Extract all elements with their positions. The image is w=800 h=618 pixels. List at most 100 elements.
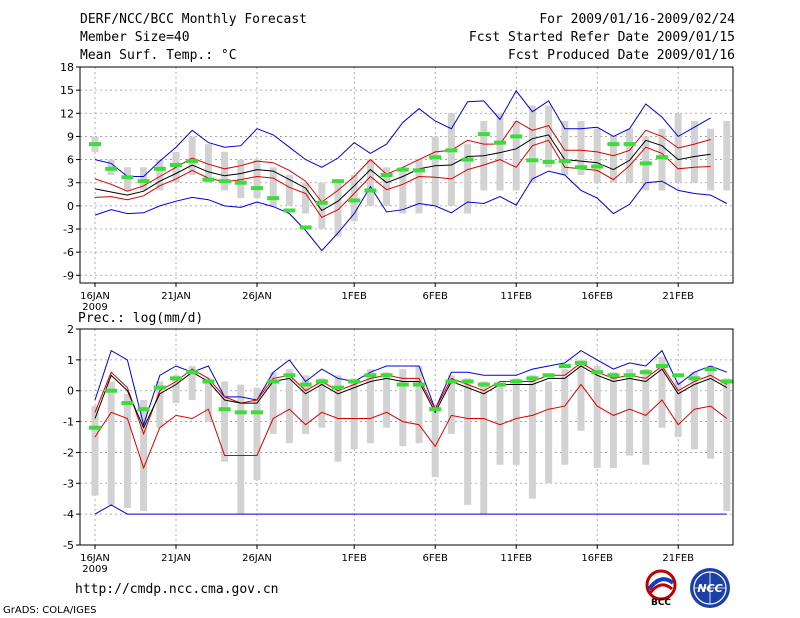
temp-ytick-label: -3 [63, 223, 74, 236]
temp-spread-box [269, 167, 277, 206]
temp-obs-marker [607, 142, 620, 147]
prec-obs-marker [461, 379, 474, 384]
temp-spread-box [366, 159, 374, 206]
prec-obs-marker [639, 370, 652, 375]
temp-line-mean [94, 134, 711, 212]
temp-spread-box [528, 105, 536, 183]
temp-obs-marker [461, 157, 474, 162]
start-date: Fcst Started Refer Date 2009/01/15 [468, 30, 735, 45]
prec-spread-box [658, 356, 666, 428]
temp-spread-box [188, 136, 196, 175]
prec-spread-box [626, 369, 634, 456]
temp-obs-marker [445, 148, 458, 153]
temp-obs-marker [315, 200, 328, 205]
temp-line-min [94, 90, 711, 177]
temp-obs-marker [477, 132, 490, 137]
prec-obs-marker [267, 379, 280, 384]
prec-obs-marker [672, 373, 685, 378]
prec-spread-box [642, 369, 650, 465]
grads-credit: GrADS: COLA/IGES [3, 605, 97, 616]
prec-obs-marker [89, 425, 101, 430]
variable-label: Mean Surf. Temp.: °C [80, 48, 237, 63]
prec-obs-marker [607, 373, 620, 378]
temp-obs-marker [413, 168, 425, 173]
source-url[interactable]: http://cmdp.ncc.cma.gov.cn [75, 582, 279, 597]
prec-obs-marker [283, 373, 296, 378]
temp-spread-box [350, 175, 358, 222]
prec-obs-marker [364, 373, 377, 378]
prec-obs-marker [121, 401, 134, 406]
temp-obs-marker [251, 186, 263, 191]
temp-obs-marker [510, 134, 523, 139]
temp-ytick-label: 12 [60, 107, 74, 120]
prec-xtick-label: 21FEB [662, 553, 694, 564]
prec-spread-box [464, 378, 472, 505]
prec-ytick-label: -3 [63, 477, 74, 490]
temp-spread-box [609, 136, 617, 183]
temp-obs-marker [396, 167, 409, 172]
temp-obs-marker [218, 179, 231, 184]
temp-obs-marker [623, 142, 636, 147]
prec-spread-box [545, 381, 553, 484]
member-size: Member Size=40 [80, 30, 190, 45]
temp-spread-box [253, 159, 261, 199]
temp-frame [79, 66, 734, 284]
prec-spread-box [690, 372, 698, 450]
temp-obs-marker [494, 140, 506, 145]
temp-spread-box [447, 113, 455, 206]
prec-spread-box [561, 369, 569, 465]
temp-spread-box [561, 121, 569, 175]
temp-spread-box [140, 167, 148, 191]
prec-xtick-label: 11FEB [500, 553, 532, 564]
prec-spread-box [480, 381, 488, 515]
prec-spread-box [285, 369, 293, 444]
temp-line-max [94, 170, 728, 252]
prec-obs-marker [234, 410, 247, 415]
prec-ytick-label: -2 [63, 446, 74, 459]
prec-line-min [94, 349, 727, 427]
temp-xtick-label: 16FEB [581, 291, 613, 302]
ncc-logo-icon: NCC [690, 568, 730, 608]
temp-spread-box [593, 128, 601, 183]
prec-spread-box [107, 381, 115, 505]
temp-ytick-label: 15 [60, 84, 74, 97]
prec-obs-marker [413, 382, 425, 387]
prec-spread-box [172, 375, 180, 404]
prec-obs-marker [396, 382, 409, 387]
prec-line-p1 [94, 362, 728, 436]
chart-title: DERF/NCC/BCC Monthly Forecast [80, 12, 307, 27]
temp-ytick-label: 9 [67, 130, 74, 143]
temp-obs-marker [558, 159, 571, 164]
prec-obs-marker [202, 379, 215, 384]
prec-obs-marker [510, 379, 523, 384]
prec-spread-box [723, 378, 731, 512]
prec-xtick-sublabel: 2009 [82, 564, 107, 575]
temp-ytick-label: 0 [67, 200, 74, 213]
temp-spread-box [383, 167, 391, 206]
temp-ytick-label: 18 [60, 61, 74, 74]
temp-spread-box [285, 175, 293, 206]
prec-xtick-label: 26JAN [242, 553, 272, 564]
prec-ytick-label: 1 [67, 354, 74, 367]
prec-spread-box [399, 369, 407, 447]
prec-obs-marker [704, 367, 717, 372]
prec-obs-marker [494, 382, 506, 387]
prec-spread-box [707, 369, 715, 459]
prec-obs-marker [477, 382, 490, 387]
prec-spread-box [350, 378, 358, 450]
prec-spread-box [318, 378, 326, 428]
temp-spread-box [464, 144, 472, 214]
temp-xtick-label: 21FEB [662, 291, 694, 302]
prec-spread-box [204, 378, 212, 422]
temp-spread-box [204, 144, 212, 183]
temp-spread-box [577, 121, 585, 175]
temp-obs-marker [575, 165, 587, 170]
temp-spread-box [496, 113, 504, 191]
produced-date: Fcst Produced Date 2009/01/16 [508, 48, 735, 63]
temp-spread-box [690, 121, 698, 183]
prec-line-mean [94, 365, 728, 429]
prec-obs-marker [429, 407, 442, 412]
temp-xtick-label: 11FEB [500, 291, 532, 302]
temp-xtick-label: 16JAN [80, 291, 110, 302]
